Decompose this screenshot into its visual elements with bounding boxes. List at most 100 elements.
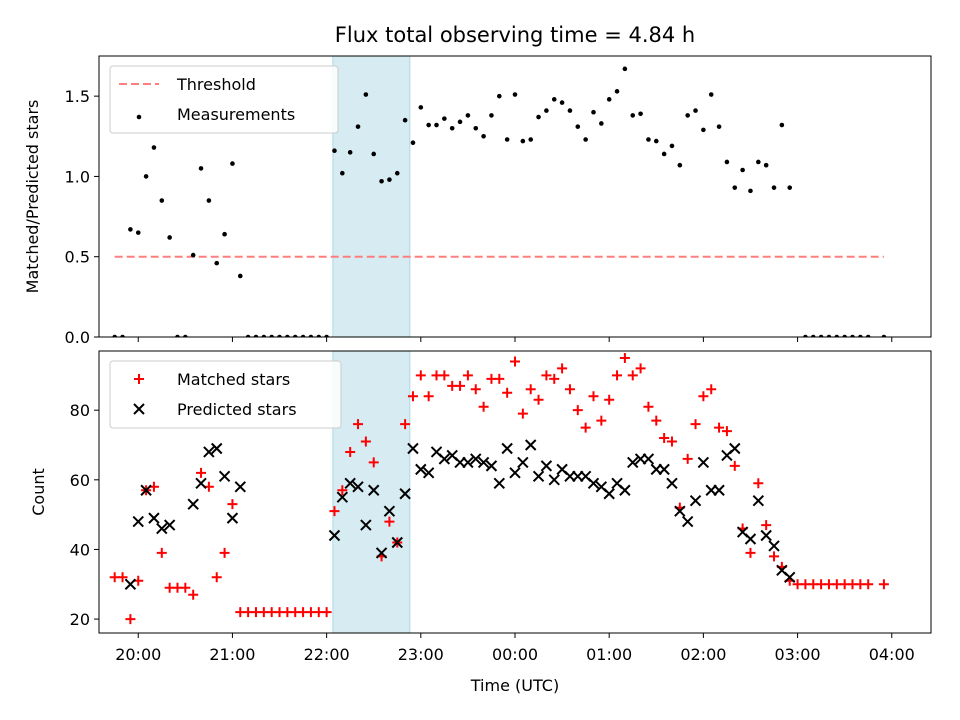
matched-stars-point [729,460,740,471]
measurement-point [858,334,863,337]
y-tick-label: 80 [70,401,90,420]
measurement-point [418,105,424,110]
predicted-stars-point [375,547,388,559]
y-tick-label: 1.5 [65,87,90,106]
matched-stars-point [564,384,575,395]
legend-label: Measurements [177,105,295,124]
measurement-point [559,100,565,105]
predicted-stars-point [784,571,796,584]
measurement-point [300,334,306,337]
predicted-stars-point [203,446,215,458]
measurement-point [787,185,793,190]
measurement-point [324,334,329,337]
measurement-point [567,108,573,113]
matched-stars-point [462,370,473,381]
matched-stars-point [156,547,167,558]
measurement-point [316,334,322,337]
measurement-point [363,92,369,97]
measurement-point [779,122,785,128]
measurement-point [214,260,220,266]
predicted-stars-point [156,522,168,535]
matched-stars-point [753,478,764,489]
measurement-point [473,125,479,131]
legend-label: Threshold [176,75,256,94]
measurement-point [434,122,439,128]
matched-stars-point [455,380,466,391]
measurement-point [646,137,651,142]
predicted-stars-point [477,456,490,469]
predicted-stars-point [124,578,137,590]
matched-stars-point [368,457,379,468]
measurement-point [614,89,620,94]
matched-stars-point [612,370,623,381]
measurement-point [143,174,149,179]
measurement-point [292,334,298,337]
measurement-point [489,113,494,118]
measurement-point [167,235,172,240]
predicted-stars-point [140,484,152,496]
measurement-point [465,113,471,118]
legend-matched-swatch [134,374,144,384]
measurement-point [457,119,463,125]
matched-stars-point [321,607,332,618]
measurement-point [842,334,847,337]
matched-stars-point [627,370,638,381]
matched-stars-point [619,352,630,363]
predicted-stars-point [470,453,482,465]
measurement-point [716,124,722,129]
matched-stars-point [384,516,395,527]
predicted-stars-point [658,463,670,476]
predicted-stars-point [226,512,239,524]
matched-stars-point [196,467,207,478]
matched-stars-point [769,551,780,562]
matched-stars-point [478,401,489,412]
predicted-stars-point [744,533,757,545]
measurement-point [332,148,337,154]
matched-stars-point [706,384,717,395]
measurement-point [661,151,667,157]
measurement-point [183,334,188,337]
measurement-point [575,124,581,129]
measurement-point [387,177,392,182]
predicted-stars-point [666,477,678,490]
matched-stars-point [502,387,513,398]
series-predicted-stars [124,439,796,590]
x-tick-label: 20:00 [115,645,161,664]
measurement-point [442,116,447,121]
measurement-point [732,185,738,190]
measurement-point [481,133,486,139]
predicted-stars-point [368,484,380,496]
measurement-point [151,145,157,150]
measurement-point [198,166,204,171]
measurement-point [669,143,675,149]
measurement-point [606,97,612,102]
matched-stars-point [400,419,411,430]
y-tick-label: 0.0 [65,328,90,347]
measurement-point [222,231,227,237]
predicted-stars-point [344,477,356,490]
measurement-point [693,108,698,113]
matched-stars-point [878,579,889,590]
measurement-point [128,227,133,232]
matched-stars-point [117,572,128,583]
y-tick-label: 20 [70,610,90,629]
x-tick-label: 02:00 [680,645,726,664]
measurement-point [135,230,141,235]
measurement-point [497,93,502,99]
measurement-point [818,334,824,337]
measurement-point [449,125,455,131]
matched-stars-point [510,356,520,367]
measurement-point [826,334,832,337]
measurement-point [591,109,596,115]
matched-stars-point [698,391,709,402]
matched-stars-point [580,422,591,433]
predicted-stars-point [234,481,246,493]
predicted-stars-point [438,453,451,465]
measurement-point [701,127,706,133]
x-tick-label: 03:00 [775,645,821,664]
predicted-stars-point [328,529,341,542]
measurement-point [206,198,212,203]
predicted-stars-point [674,505,686,517]
measurement-point [277,334,282,337]
chart-title: Flux total observing time = 4.84 h [335,23,695,47]
